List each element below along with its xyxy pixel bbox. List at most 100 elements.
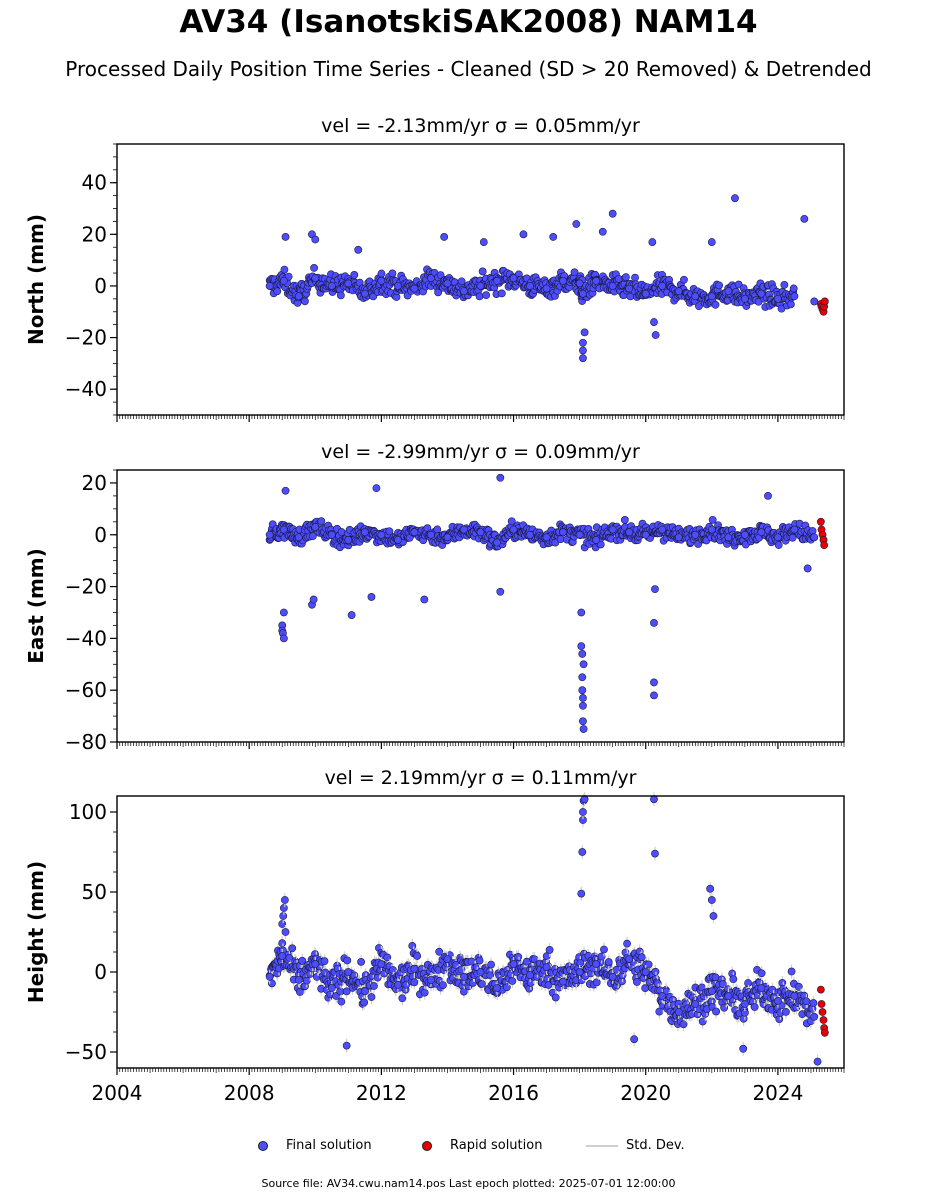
xtick-label: 2004 (92, 1081, 143, 1105)
north-final-point (393, 282, 402, 290)
north-cloud-point (280, 265, 289, 274)
east-final-point (420, 595, 429, 604)
east-final-point (347, 611, 356, 619)
xtick-label: 2024 (752, 1081, 803, 1105)
east-final-point (578, 686, 587, 695)
north-final-point (608, 209, 617, 218)
height-cloud-point (475, 956, 484, 965)
height-final-point (493, 984, 501, 992)
height-cloud-point (320, 957, 329, 966)
east-final-point (578, 673, 587, 682)
legend-rapid-label: Rapid solution (450, 1138, 543, 1153)
height-final-point (280, 896, 289, 904)
height-axes-frame (116, 795, 845, 1069)
north-final-point (549, 233, 558, 241)
north-final-point (790, 292, 799, 301)
north-final-point (608, 282, 617, 290)
east-final-point (724, 533, 733, 542)
east-final-point (592, 536, 601, 544)
north-final-point (509, 274, 518, 283)
north-point-cloud (265, 264, 798, 313)
height-final-point (625, 955, 634, 964)
east-rapid-point (816, 517, 825, 526)
east-final-point (443, 533, 452, 542)
north-final-point (476, 282, 485, 290)
east-cloud-point (788, 533, 797, 542)
north-final-point (651, 331, 660, 339)
north-cloud-point (350, 271, 359, 279)
east-final-point (377, 530, 386, 539)
east-final-point (526, 530, 534, 539)
east-ytick-label: 0 (94, 523, 107, 547)
chart-title: AV34 (IsanotskiSAK2008) NAM14 (179, 4, 758, 40)
east-ytick-label: −80 (65, 730, 107, 754)
height-cloud-point (641, 984, 650, 993)
east-final-point (674, 533, 683, 542)
east-final-point (803, 564, 812, 573)
height-final-point (393, 980, 402, 989)
north-final-point (810, 297, 819, 306)
height-final-point (342, 1041, 351, 1050)
height-cloud-point (514, 952, 523, 961)
height-cloud-point (360, 998, 369, 1007)
east-cloud-point (507, 517, 516, 526)
north-final-point (648, 238, 657, 246)
height-final-point (265, 972, 274, 981)
north-final-point (311, 235, 320, 244)
height-cloud-point (408, 941, 417, 950)
height-cloud-point (398, 994, 407, 1003)
height-cloud-point (698, 1017, 707, 1026)
height-cloud-point (413, 952, 422, 960)
north-rapid-point (820, 297, 829, 306)
east-ytick-label: −60 (65, 678, 107, 702)
north-cloud-point (436, 271, 445, 280)
height-ytick-label: 0 (94, 960, 107, 984)
north-final-point (740, 294, 749, 303)
height-final-point (427, 976, 435, 984)
east-final-point (650, 678, 658, 687)
height-cloud-point (551, 993, 560, 1002)
east-final-point (327, 530, 336, 539)
height-final-point (577, 889, 586, 898)
height-cloud-point (576, 959, 585, 968)
height-final-point (592, 960, 601, 968)
east-cloud-point (317, 517, 326, 526)
east-final-point (658, 525, 667, 534)
height-final-point (810, 1012, 819, 1021)
height-rapid-point (820, 1028, 829, 1037)
legend-final-marker (258, 1140, 268, 1151)
time-series-figure: vel = -2.13mm/yr σ = 0.05mm/yr North (mm)… (24, 115, 845, 1105)
height-rapid-point (816, 985, 825, 994)
north-final-point (579, 289, 587, 298)
north-cloud-point (711, 300, 720, 309)
north-final-point (650, 318, 658, 326)
east-final-point (608, 525, 617, 534)
east-final-point (577, 642, 586, 651)
north-cloud-point (457, 277, 466, 286)
height-cloud-point (623, 939, 631, 948)
north-final-point (344, 279, 353, 288)
north-final-point (641, 289, 650, 298)
height-final-point (641, 968, 650, 976)
height-final-point (674, 1008, 683, 1016)
east-final-point (578, 650, 587, 658)
height-cloud-point (508, 977, 517, 985)
east-final-point (281, 486, 290, 495)
height-cloud-point (343, 956, 352, 965)
north-cloud-point (475, 292, 484, 301)
height-cloud-point (787, 967, 796, 976)
east-final-point (509, 525, 518, 534)
north-final-point (691, 292, 700, 301)
north-final-point (479, 238, 488, 246)
east-final-point (279, 525, 288, 534)
height-cloud-point (637, 953, 646, 962)
height-final-point (706, 884, 715, 893)
east-final-point (279, 634, 288, 643)
north-final-point (559, 276, 568, 285)
height-cloud-point (729, 975, 738, 984)
height-cloud-point (367, 993, 376, 1001)
height-cloud-point (487, 960, 495, 969)
height-final-point (344, 968, 353, 976)
east-final-point (344, 536, 353, 544)
north-cloud-point (497, 289, 506, 298)
